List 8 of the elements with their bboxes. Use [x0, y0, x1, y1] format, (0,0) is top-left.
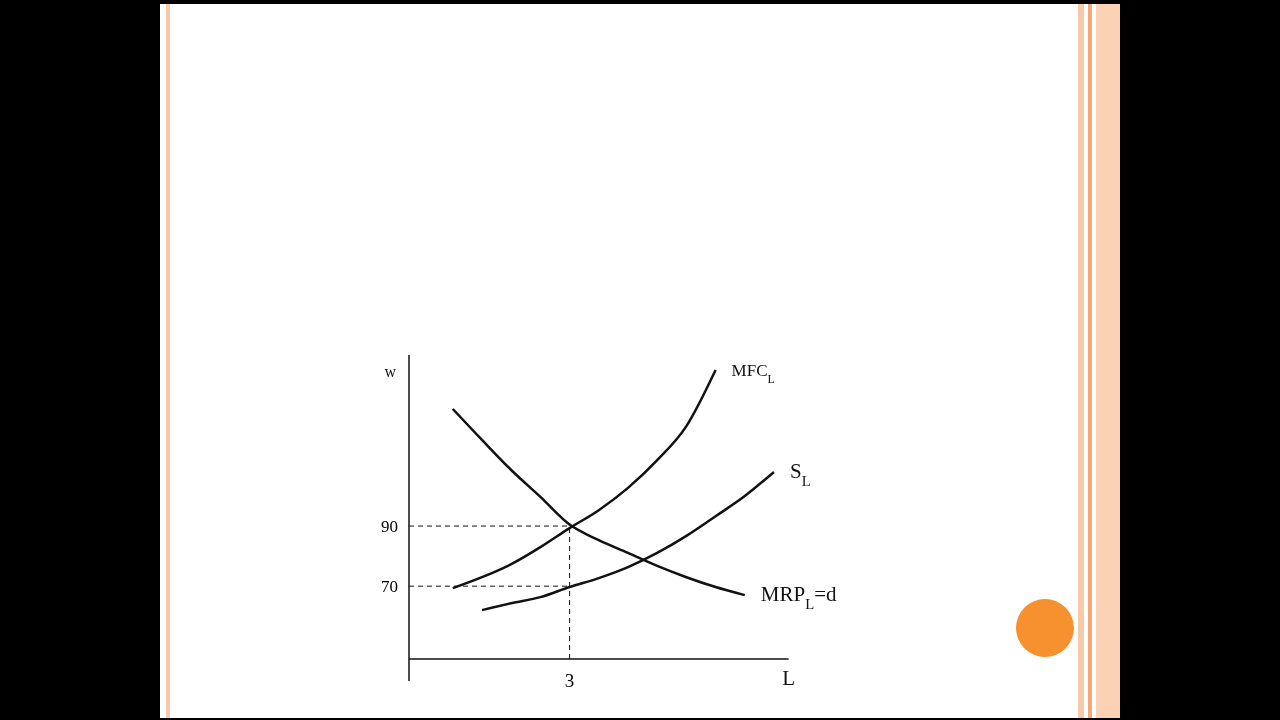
text: 70 — [381, 577, 398, 597]
text: 3 — [564, 670, 575, 691]
y-axis-title: w — [384, 363, 397, 380]
series-label: S$_{L}$ — [790, 459, 811, 490]
series-label: MFC$_{L}$ — [731, 361, 775, 386]
text: 90 — [381, 517, 398, 537]
series-label: MRP$_{L}$=d — [760, 582, 837, 613]
x-axis-title: L — [782, 666, 796, 690]
